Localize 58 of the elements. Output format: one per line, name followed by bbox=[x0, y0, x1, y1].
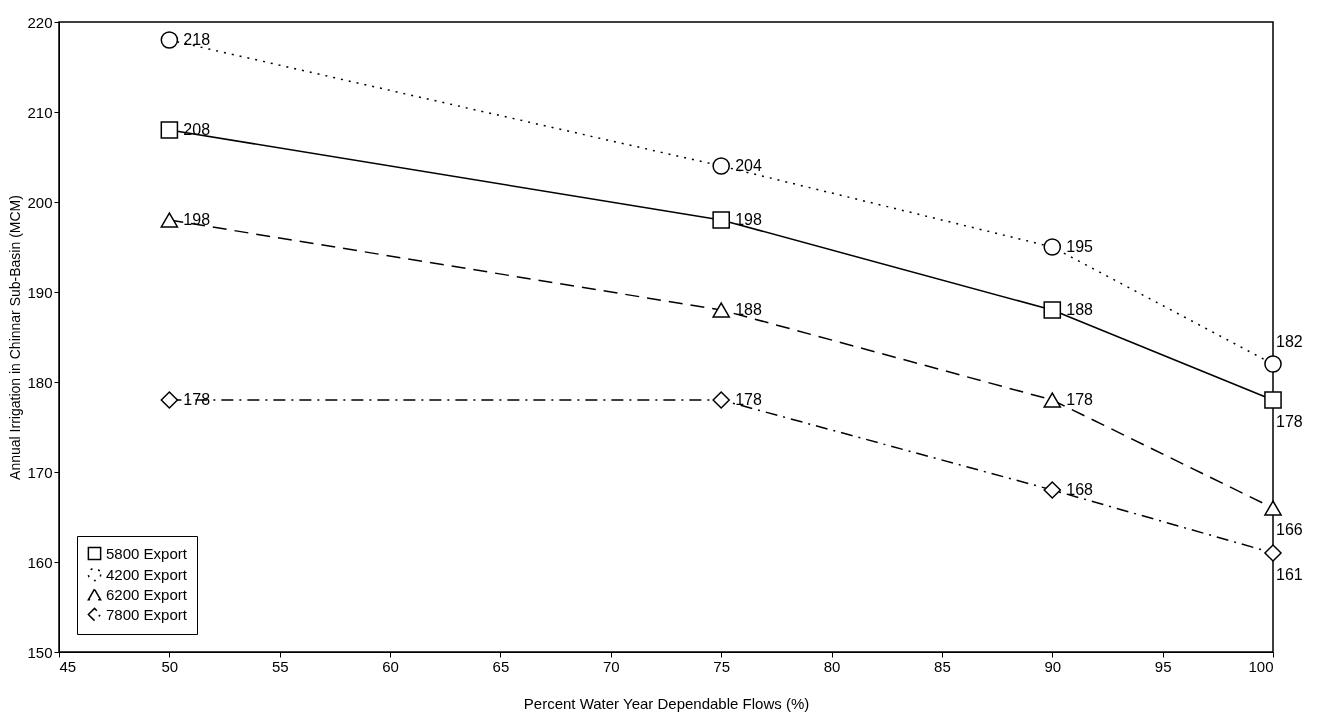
x-tick-label: 55 bbox=[271, 657, 289, 675]
point bbox=[1264, 355, 1282, 373]
point bbox=[160, 212, 179, 228]
data-label: 178 bbox=[735, 391, 762, 408]
point bbox=[1043, 481, 1062, 499]
x-tick-label: 50 bbox=[161, 657, 179, 675]
point bbox=[712, 302, 730, 318]
point bbox=[1043, 238, 1062, 256]
point bbox=[712, 391, 730, 409]
y-tick-label: 200 bbox=[27, 193, 53, 211]
point bbox=[160, 31, 179, 49]
point bbox=[1264, 544, 1282, 562]
point bbox=[1264, 500, 1282, 516]
y-tick-label: 170 bbox=[27, 463, 53, 481]
y-axis-title: Annual Irrigation in Chinnar Sub-Basin (MCM) bbox=[7, 195, 24, 480]
x-tick-label: 80 bbox=[823, 657, 841, 675]
legend-label: 4200 Export bbox=[106, 565, 188, 583]
point bbox=[712, 157, 730, 175]
y-tick-label: 210 bbox=[27, 103, 53, 121]
data-label: 182 bbox=[1276, 333, 1303, 350]
x-tick-label: 70 bbox=[602, 657, 620, 675]
data-label: 195 bbox=[1066, 238, 1094, 255]
data-label: 161 bbox=[1276, 566, 1303, 583]
y-tick-label: 190 bbox=[27, 283, 53, 301]
point bbox=[1043, 392, 1062, 408]
data-label: 178 bbox=[183, 391, 211, 408]
x-axis-title: Percent Water Year Dependable Flows (%) bbox=[523, 694, 810, 712]
data-label: 198 bbox=[735, 211, 762, 228]
data-label: 188 bbox=[1066, 301, 1094, 318]
data-label: 178 bbox=[1276, 413, 1303, 430]
legend-label: 6200 Export bbox=[106, 585, 188, 603]
point bbox=[160, 121, 179, 139]
x-tick-label: 75 bbox=[713, 657, 731, 675]
legend-label: 7800 Export bbox=[106, 605, 188, 623]
data-label: 188 bbox=[735, 301, 762, 318]
y-tick-label: 220 bbox=[27, 13, 53, 31]
x-tick-label: 95 bbox=[1154, 657, 1172, 675]
x-tick-label: 60 bbox=[382, 657, 399, 675]
data-label: 198 bbox=[183, 211, 211, 228]
point bbox=[1264, 391, 1282, 409]
data-label: 218 bbox=[183, 31, 211, 48]
x-tick-label: 100 bbox=[1248, 657, 1274, 675]
point bbox=[160, 391, 179, 409]
point bbox=[712, 211, 730, 229]
x-tick-label: 85 bbox=[934, 657, 951, 675]
y-tick-label: 150 bbox=[27, 643, 53, 661]
y-tick-label: 180 bbox=[27, 373, 53, 391]
x-tick-label: 65 bbox=[492, 657, 510, 675]
y-tick-label: 160 bbox=[27, 553, 53, 571]
legend-label: 5800 Export bbox=[106, 544, 188, 562]
data-label: 204 bbox=[735, 157, 762, 174]
data-label: 178 bbox=[1066, 391, 1094, 408]
x-tick-label: 45 bbox=[59, 657, 77, 675]
point bbox=[1043, 301, 1062, 319]
data-label: 208 bbox=[183, 121, 211, 138]
x-tick-label: 90 bbox=[1044, 657, 1062, 675]
data-label: 166 bbox=[1276, 521, 1303, 538]
data-label: 168 bbox=[1066, 481, 1094, 498]
